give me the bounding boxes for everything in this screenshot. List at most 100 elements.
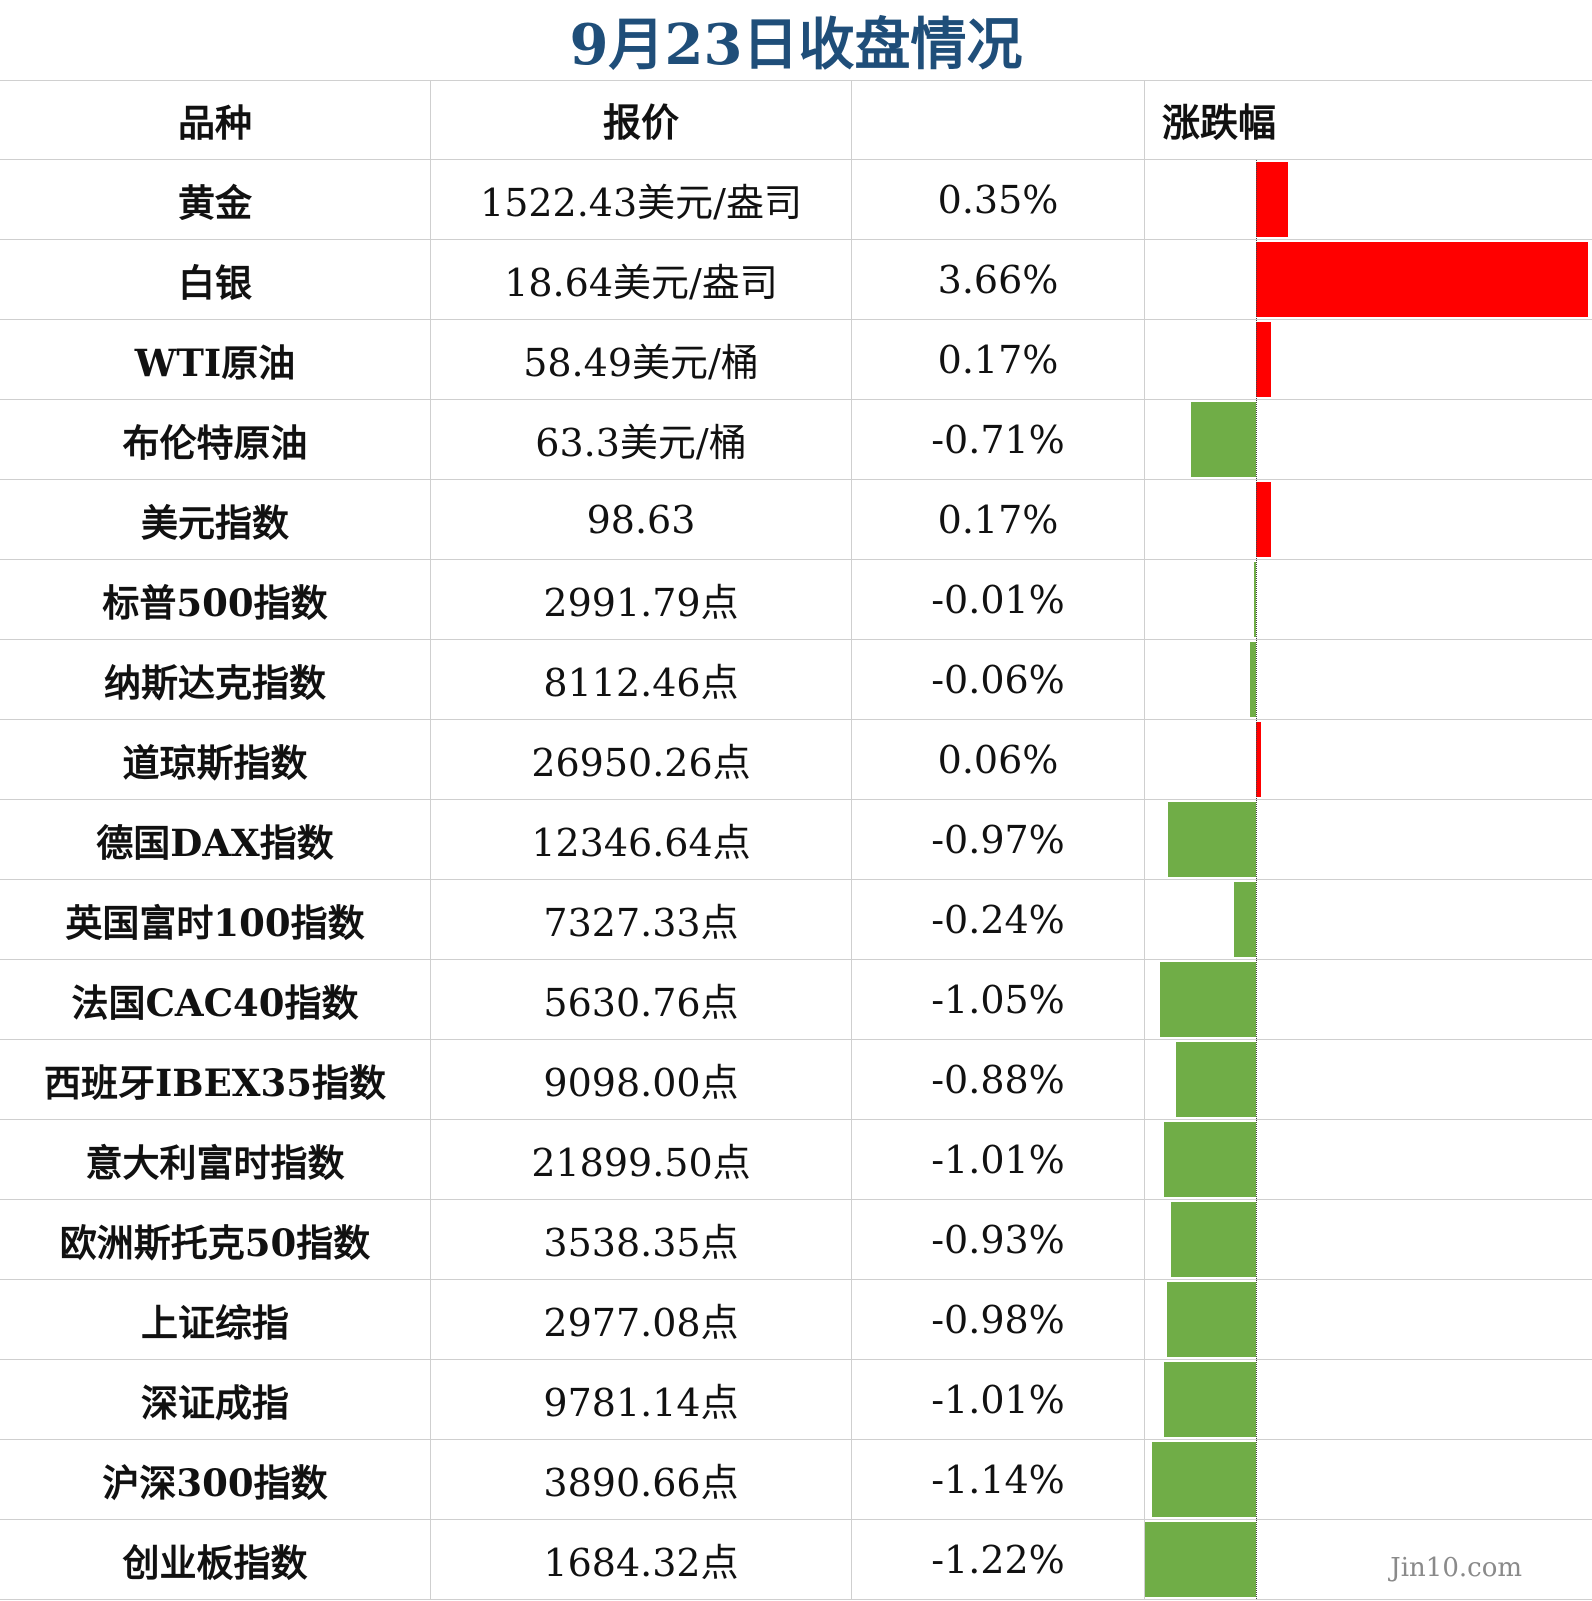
table-row: 道琼斯指数 26950.26点 0.06%: [0, 719, 1592, 800]
table-row: 西班牙IBEX35指数 9098.00点 -0.88%: [0, 1039, 1592, 1120]
change-bar: [1191, 402, 1256, 477]
row-bar-cell: [1144, 159, 1592, 240]
row-bar-cell: [1144, 799, 1592, 880]
row-price: 12346.64点: [430, 799, 852, 880]
change-bar: [1167, 802, 1256, 877]
row-bar-cell: [1144, 719, 1592, 800]
table-row: 标普500指数 2991.79点 -0.01%: [0, 559, 1592, 640]
page-title: 9月23日收盘情况: [0, 0, 1592, 81]
row-bar-cell: [1144, 959, 1592, 1040]
table-row: 欧洲斯托克50指数 3538.35点 -0.93%: [0, 1199, 1592, 1280]
row-price: 1684.32点: [430, 1519, 852, 1600]
zero-axis: [1255, 160, 1257, 239]
row-price: 3538.35点: [430, 1199, 852, 1280]
row-name: 上证综指: [0, 1279, 431, 1360]
row-bar-cell: [1144, 639, 1592, 720]
change-bar: [1160, 962, 1256, 1037]
row-name: 意大利富时指数: [0, 1119, 431, 1200]
change-bar: [1145, 1522, 1256, 1597]
row-price: 5630.76点: [430, 959, 852, 1040]
row-name: 标普500指数: [0, 559, 431, 640]
bar-cell-inner: [1145, 160, 1592, 239]
row-bar-cell: [1144, 1359, 1592, 1440]
zero-axis: [1255, 560, 1257, 639]
change-bar: [1255, 162, 1288, 237]
table-body: 黄金 1522.43美元/盎司 0.35% 白银 18.64美元/盎司 3.66% WTI原…: [0, 159, 1592, 1600]
row-change: 0.17%: [851, 479, 1145, 560]
row-price: 18.64美元/盎司: [430, 239, 852, 320]
row-price: 26950.26点: [430, 719, 852, 800]
table-row: 英国富时100指数 7327.33点 -0.24%: [0, 879, 1592, 960]
row-name: 英国富时100指数: [0, 879, 431, 960]
zero-axis: [1255, 1440, 1257, 1519]
row-bar-cell: [1144, 239, 1592, 320]
change-bar: [1255, 482, 1272, 557]
row-price: 3890.66点: [430, 1439, 852, 1520]
table-row: 创业板指数 1684.32点 -1.22%: [0, 1519, 1592, 1600]
header-change: 涨跌幅: [1144, 80, 1592, 160]
bar-cell-inner: [1145, 240, 1592, 319]
row-price: 2977.08点: [430, 1279, 852, 1360]
watermark: Jin10.com: [1390, 1553, 1522, 1583]
row-bar-cell: [1144, 559, 1592, 640]
row-name: 道琼斯指数: [0, 719, 431, 800]
table-row: 沪深300指数 3890.66点 -1.14%: [0, 1439, 1592, 1520]
row-change: 0.35%: [851, 159, 1145, 240]
row-name: 黄金: [0, 159, 431, 240]
bar-cell-inner: [1145, 800, 1592, 879]
table-row: 意大利富时指数 21899.50点 -1.01%: [0, 1119, 1592, 1200]
zero-axis: [1255, 1280, 1257, 1359]
row-bar-cell: [1144, 1519, 1592, 1600]
row-bar-cell: [1144, 1119, 1592, 1200]
row-price: 7327.33点: [430, 879, 852, 960]
row-name: 法国CAC40指数: [0, 959, 431, 1040]
bar-cell-inner: [1145, 1520, 1592, 1599]
row-change: 0.06%: [851, 719, 1145, 800]
row-change: -0.98%: [851, 1279, 1145, 1360]
row-change: -0.93%: [851, 1199, 1145, 1280]
row-price: 9781.14点: [430, 1359, 852, 1440]
row-change: -0.97%: [851, 799, 1145, 880]
bar-cell-inner: [1145, 560, 1592, 639]
change-bar: [1250, 642, 1256, 717]
zero-axis: [1255, 240, 1257, 319]
row-bar-cell: [1144, 399, 1592, 480]
row-bar-cell: [1144, 1279, 1592, 1360]
table-row: 美元指数 98.63 0.17%: [0, 479, 1592, 560]
row-change: -0.71%: [851, 399, 1145, 480]
row-price: 8112.46点: [430, 639, 852, 720]
bar-cell-inner: [1145, 1280, 1592, 1359]
row-change: -0.01%: [851, 559, 1145, 640]
row-bar-cell: [1144, 479, 1592, 560]
zero-axis: [1255, 1040, 1257, 1119]
row-price: 58.49美元/桶: [430, 319, 852, 400]
row-change: -1.01%: [851, 1359, 1145, 1440]
change-bar: [1255, 322, 1272, 397]
row-name: 欧洲斯托克50指数: [0, 1199, 431, 1280]
row-name: 布伦特原油: [0, 399, 431, 480]
change-bar: [1255, 722, 1262, 797]
zero-axis: [1255, 800, 1257, 879]
row-price: 21899.50点: [430, 1119, 852, 1200]
bar-cell-inner: [1145, 480, 1592, 559]
bar-cell-inner: [1145, 1360, 1592, 1439]
bar-cell-inner: [1145, 1440, 1592, 1519]
table-row: 纳斯达克指数 8112.46点 -0.06%: [0, 639, 1592, 720]
bar-cell-inner: [1145, 1120, 1592, 1199]
row-name: WTI原油: [0, 319, 431, 400]
table-row: 深证成指 9781.14点 -1.01%: [0, 1359, 1592, 1440]
row-change: -1.01%: [851, 1119, 1145, 1200]
row-name: 德国DAX指数: [0, 799, 431, 880]
bar-cell-inner: [1145, 1200, 1592, 1279]
row-price: 98.63: [430, 479, 852, 560]
zero-axis: [1255, 480, 1257, 559]
table-row: 上证综指 2977.08点 -0.98%: [0, 1279, 1592, 1360]
row-bar-cell: [1144, 879, 1592, 960]
bar-cell-inner: [1145, 720, 1592, 799]
change-bar: [1233, 882, 1256, 957]
zero-axis: [1255, 960, 1257, 1039]
zero-axis: [1255, 1520, 1257, 1599]
row-name: 深证成指: [0, 1359, 431, 1440]
row-bar-cell: [1144, 1039, 1592, 1120]
header-change-spacer: [851, 80, 1145, 160]
